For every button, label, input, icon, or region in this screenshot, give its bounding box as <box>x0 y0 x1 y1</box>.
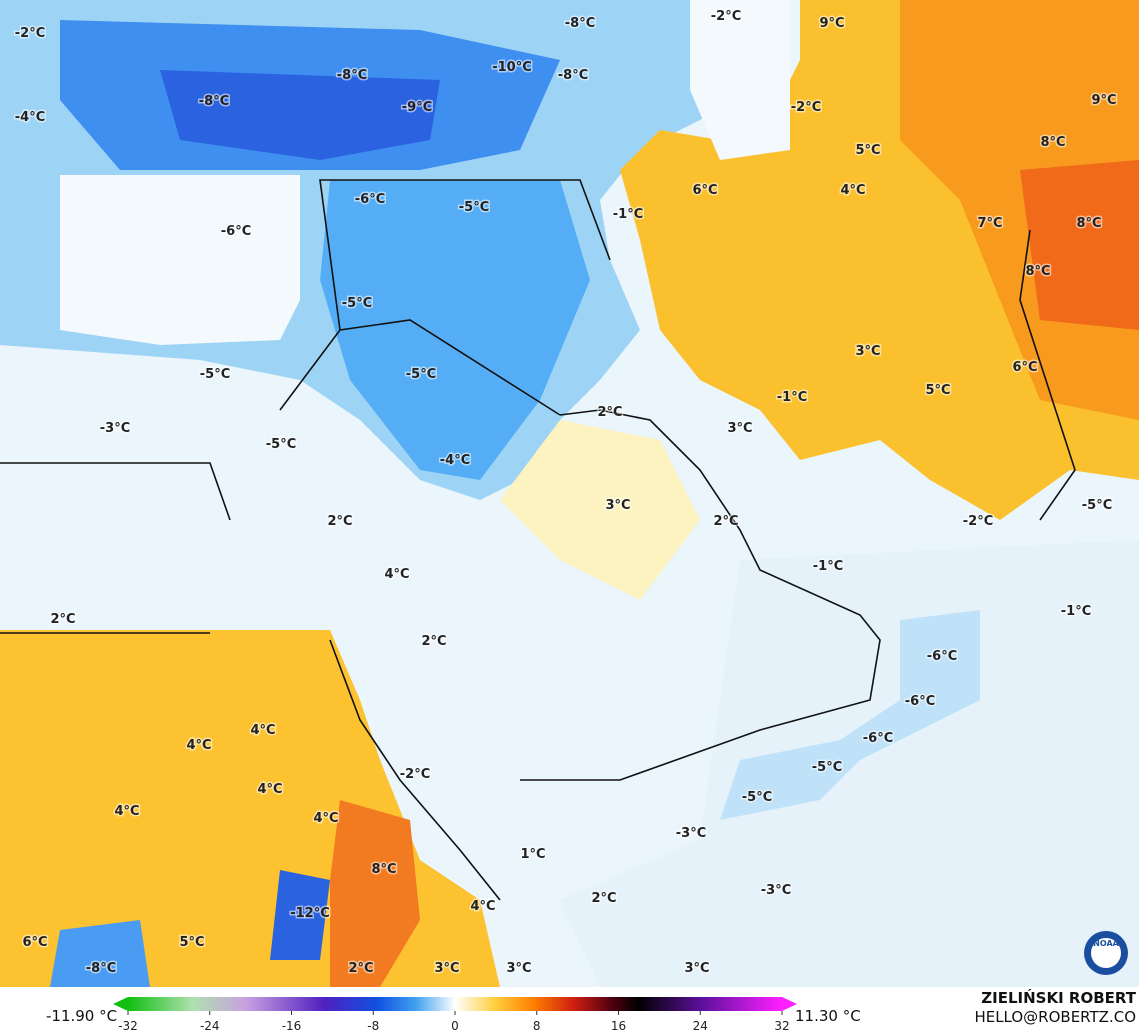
temperature-label: 2°C <box>591 891 616 906</box>
temperature-labels: -2°C -8°C -2°C 9°C -10°C -8°C -8°C -8°C -9°C -4°C… <box>13 8 1118 978</box>
temperature-label: -4°C <box>15 110 45 125</box>
temperature-label: -8°C <box>199 94 229 109</box>
borders <box>0 179 1076 901</box>
temperature-label: -6°C <box>355 192 385 207</box>
temperature-label: -3°C <box>100 421 130 436</box>
temperature-label: -3°C <box>676 826 706 841</box>
noaa-logo-inner <box>1091 938 1121 968</box>
temperature-label: 6°C <box>1012 360 1037 375</box>
temperature-label: 4°C <box>114 804 139 819</box>
temperature-label: 2°C <box>327 514 352 529</box>
temperature-label: 5°C <box>925 383 950 398</box>
temperature-label: -4°C <box>440 453 470 468</box>
temperature-label: -5°C <box>459 200 489 215</box>
colorbar-tick-label: -32 <box>118 1019 138 1033</box>
temperature-label: -6°C <box>905 694 935 709</box>
temperature-label: -5°C <box>742 790 772 805</box>
temperature-label: 3°C <box>605 498 630 513</box>
colorbar-tick-label: 32 <box>774 1019 789 1033</box>
noaa-logo-text: NOAA <box>1093 939 1119 948</box>
temperature-label: 9°C <box>1091 93 1116 108</box>
temperature-label: 4°C <box>313 811 338 826</box>
temperature-label: -2°C <box>963 514 993 529</box>
temperature-label: 3°C <box>684 961 709 976</box>
temperature-label: 2°C <box>597 405 622 420</box>
temperature-label: -1°C <box>813 559 843 574</box>
temperature-label: 4°C <box>186 738 211 753</box>
temperature-label: 8°C <box>1025 264 1050 279</box>
email: HELLO@ROBERTZ.CO <box>974 1008 1136 1026</box>
colorbar-tick-label: 8 <box>533 1019 541 1033</box>
temperature-label: 2°C <box>713 514 738 529</box>
colorbar-tick-label: -24 <box>200 1019 220 1033</box>
temperature-label: 6°C <box>692 183 717 198</box>
temperature-label: -5°C <box>266 437 296 452</box>
temperature-label: 3°C <box>855 344 880 359</box>
map-background <box>0 0 1139 987</box>
temperature-label: -5°C <box>812 760 842 775</box>
temperature-label: -5°C <box>342 296 372 311</box>
colorbar-arrow-low <box>113 997 128 1011</box>
temperature-label: 8°C <box>371 862 396 877</box>
temperature-label: 2°C <box>348 961 373 976</box>
temperature-label: 4°C <box>257 782 282 797</box>
temperature-label: 4°C <box>250 723 275 738</box>
colorbar <box>128 997 782 1011</box>
temperature-label: 4°C <box>840 183 865 198</box>
temperature-label: 3°C <box>506 961 531 976</box>
temperature-label: 1°C <box>520 847 545 862</box>
temperature-label: -1°C <box>777 390 807 405</box>
temperature-label: -2°C <box>791 100 821 115</box>
temperature-label: -2°C <box>711 9 741 24</box>
temperature-label: 2°C <box>421 634 446 649</box>
temperature-label: 3°C <box>434 961 459 976</box>
colorbar-arrow-high <box>782 997 797 1011</box>
temperature-label: -9°C <box>402 100 432 115</box>
temperature-label: -2°C <box>15 26 45 41</box>
temperature-label: -5°C <box>406 367 436 382</box>
temperature-label: 9°C <box>819 16 844 31</box>
temperature-label: 2°C <box>50 612 75 627</box>
temperature-label: 8°C <box>1076 216 1101 231</box>
temperature-label: 8°C <box>1040 135 1065 150</box>
temperature-label: 5°C <box>179 935 204 950</box>
temperature-label: -6°C <box>927 649 957 664</box>
temperature-label: -8°C <box>565 16 595 31</box>
colorbar-tick-label: 24 <box>693 1019 708 1033</box>
colorbar-tick-label: 0 <box>451 1019 459 1033</box>
colorbar-tick-label: -16 <box>282 1019 302 1033</box>
author: ZIELIŃSKI ROBERT <box>981 988 1136 1007</box>
temperature-label: 3°C <box>727 421 752 436</box>
temperature-label: 4°C <box>470 899 495 914</box>
temperature-label: -12°C <box>290 906 330 921</box>
colorbar-ticks: -32 -24 -16 -8 0 8 16 24 32 <box>118 1011 790 1033</box>
temperature-label: -2°C <box>400 767 430 782</box>
temperature-label: -5°C <box>1082 498 1112 513</box>
temperature-label: -5°C <box>200 367 230 382</box>
temperature-label: 7°C <box>977 216 1002 231</box>
colorbar-max-label: 11.30 °C <box>795 1007 861 1025</box>
temperature-label: -6°C <box>221 224 251 239</box>
temperature-label: 5°C <box>855 143 880 158</box>
colorbar-tick-label: 16 <box>611 1019 626 1033</box>
temperature-label: 4°C <box>384 567 409 582</box>
temperature-label: -1°C <box>613 207 643 222</box>
temperature-label: 6°C <box>22 935 47 950</box>
temperature-label: -8°C <box>86 961 116 976</box>
temperature-label: -10°C <box>492 60 532 75</box>
temperature-label: -8°C <box>558 68 588 83</box>
temperature-label: -3°C <box>761 883 791 898</box>
temperature-label: -6°C <box>863 731 893 746</box>
colorbar-min-label: -11.90 °C <box>46 1007 117 1025</box>
colorbar-tick-label: -8 <box>367 1019 379 1033</box>
temperature-label: -1°C <box>1061 604 1091 619</box>
temperature-label: -8°C <box>337 68 367 83</box>
